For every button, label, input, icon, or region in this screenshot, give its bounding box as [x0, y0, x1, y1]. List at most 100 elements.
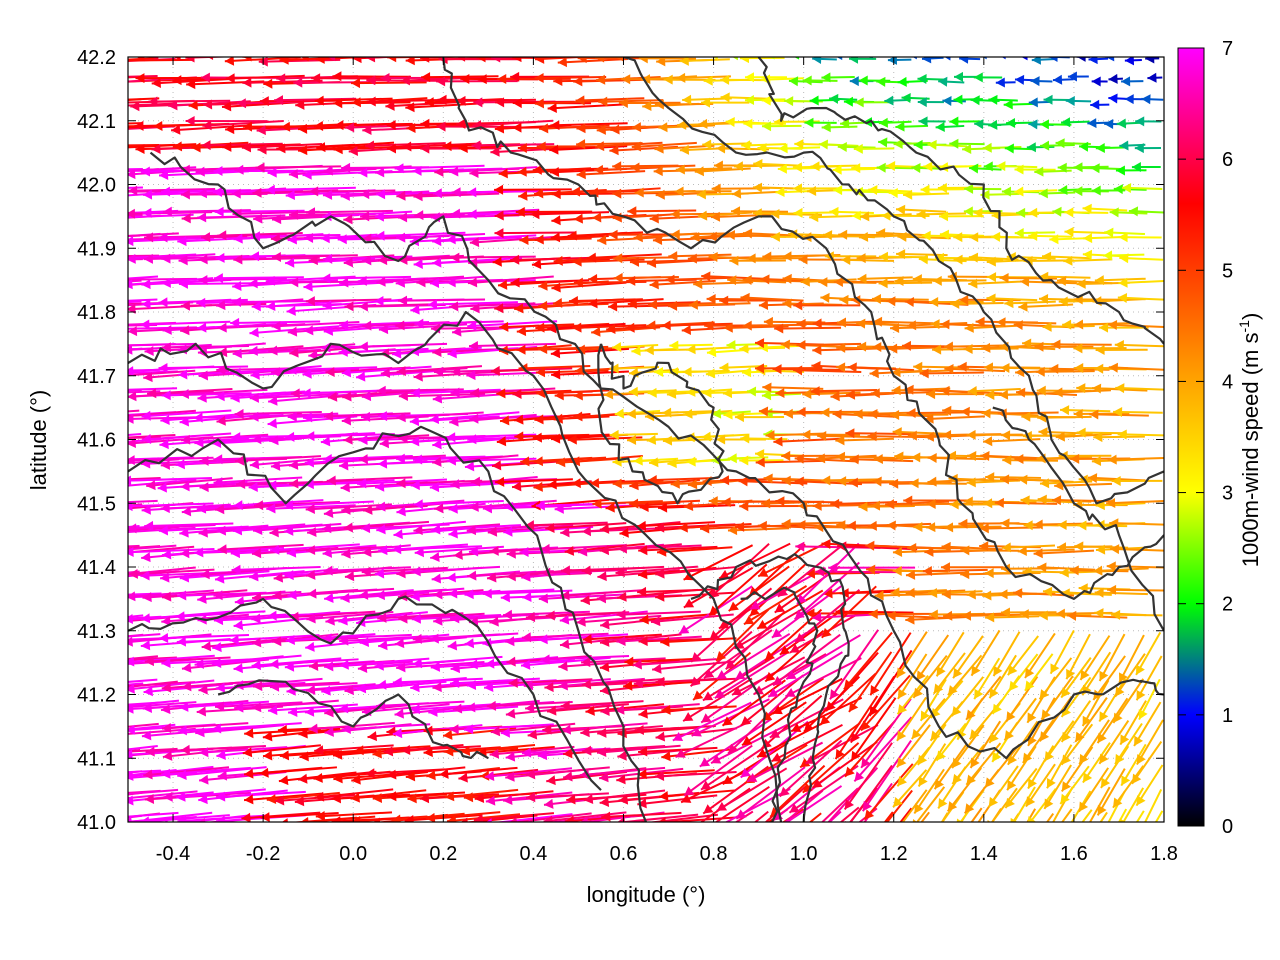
wind-arrow-head	[160, 459, 170, 470]
wind-arrow-head	[266, 794, 277, 805]
wind-arrow-head	[1063, 255, 1073, 266]
wind-arrow-head	[305, 504, 315, 515]
wind-arrow-head	[1095, 500, 1105, 511]
wind-arrow-head	[473, 97, 483, 108]
wind-arrow-head	[637, 586, 647, 597]
wind-arrow-shaft	[176, 788, 266, 799]
wind-arrow-head	[213, 477, 223, 488]
wind-arrow-shaft	[148, 99, 231, 103]
wind-arrow-shaft	[199, 746, 288, 754]
wind-arrow-head	[649, 457, 659, 468]
wind-arrow-head	[926, 498, 936, 509]
wind-arrow-head	[378, 324, 389, 335]
wind-arrow-head	[323, 411, 334, 422]
wind-arrow-head	[949, 116, 959, 127]
y-tick-label: 42.0	[77, 175, 116, 197]
wind-arrow-head	[180, 548, 190, 559]
wind-arrow-head	[612, 161, 622, 172]
wind-arrow-head	[1004, 298, 1014, 309]
wind-arrow-head	[308, 255, 318, 266]
wind-arrow-shaft	[462, 814, 538, 822]
wind-arrow-head	[143, 686, 153, 697]
wind-arrow-head	[538, 344, 548, 355]
wind-arrow-head	[984, 568, 994, 579]
wind-arrow-head	[585, 705, 595, 716]
wind-arrow-head	[849, 701, 859, 712]
wind-arrow-head	[779, 645, 791, 655]
wind-arrow-head	[691, 652, 702, 662]
wind-arrow-head	[599, 797, 610, 807]
wind-arrow-head	[82, 96, 91, 106]
wind-arrow-head	[54, 619, 63, 629]
wind-arrow-head	[176, 791, 186, 802]
wind-arrow-head	[157, 482, 167, 493]
wind-arrow-head	[985, 472, 995, 483]
wind-arrow-head	[938, 162, 949, 173]
wind-arrow-head	[182, 681, 192, 692]
x-tick-label: 0.6	[610, 843, 638, 865]
colorbar-label-close: )	[1238, 313, 1263, 320]
wind-arrow-head	[927, 452, 937, 463]
wind-arrow-head	[1014, 453, 1024, 464]
wind-arrow-head	[560, 590, 570, 601]
wind-arrow-head	[1108, 93, 1118, 104]
wind-arrow-head	[736, 809, 747, 819]
wind-arrow-shaft	[872, 320, 934, 325]
wind-arrow-head	[267, 480, 277, 491]
wind-arrow-head	[853, 409, 863, 420]
wind-arrow-head	[683, 847, 693, 856]
wind-arrow-head	[1048, 57, 1058, 63]
wind-arrow-head	[93, 527, 102, 537]
wind-arrow-head	[1057, 542, 1067, 553]
wind-arrow-shaft	[398, 298, 486, 302]
wind-arrow-head	[615, 567, 625, 578]
wind-arrow-shaft	[756, 589, 824, 630]
wind-arrow-head	[1141, 94, 1151, 105]
wind-arrow-head	[1091, 383, 1102, 394]
wind-arrow-head	[954, 71, 964, 82]
wind-arrow-head	[251, 637, 262, 648]
wind-arrow-head	[467, 320, 477, 331]
wind-arrow-head	[64, 98, 73, 108]
wind-arrow-head	[598, 96, 608, 107]
wind-arrow-head	[755, 457, 765, 468]
wind-arrow-head	[383, 746, 394, 757]
wind-arrow-head	[365, 57, 376, 63]
wind-arrow-head	[89, 595, 98, 605]
wind-arrow-shaft	[339, 657, 430, 667]
wind-arrow-head	[217, 322, 227, 333]
wind-arrow-head	[285, 431, 295, 442]
wind-arrow-shaft	[848, 651, 893, 713]
wind-arrow-shaft	[906, 411, 970, 415]
wind-arrow-head	[410, 591, 420, 602]
wind-arrow-shaft	[305, 637, 395, 649]
wind-arrow-head	[412, 165, 422, 176]
wind-arrow-head	[306, 207, 316, 218]
wind-arrow-shaft	[706, 297, 772, 301]
wind-arrow-shaft	[538, 345, 609, 351]
wind-arrow-head	[812, 318, 822, 329]
wind-arrow-head	[966, 589, 976, 600]
wind-arrow-shaft	[524, 521, 608, 527]
wind-arrow-shaft	[305, 433, 395, 438]
wind-arrow-shaft	[423, 746, 501, 754]
wind-arrow-head	[913, 521, 923, 532]
wind-arrow-shaft	[830, 501, 898, 506]
wind-arrow-head	[617, 591, 627, 602]
wind-arrow-head	[540, 654, 550, 665]
wind-arrow-head	[344, 571, 355, 582]
wind-arrow-shaft	[589, 187, 661, 195]
wind-arrow-head	[99, 77, 108, 87]
wind-arrow-head	[628, 386, 638, 397]
wind-arrow-head	[374, 211, 384, 222]
wind-arrow-head	[924, 413, 934, 424]
wind-arrow-head	[158, 362, 168, 373]
wind-arrow-head	[279, 750, 290, 761]
wind-arrow-head	[991, 231, 1001, 242]
wind-arrow-head	[70, 459, 79, 469]
wind-arrow-head	[196, 503, 207, 514]
wind-arrow-head	[641, 74, 651, 85]
wind-arrow-head	[362, 547, 372, 558]
wind-arrow-head	[269, 681, 280, 692]
wind-arrow-head	[173, 57, 181, 61]
